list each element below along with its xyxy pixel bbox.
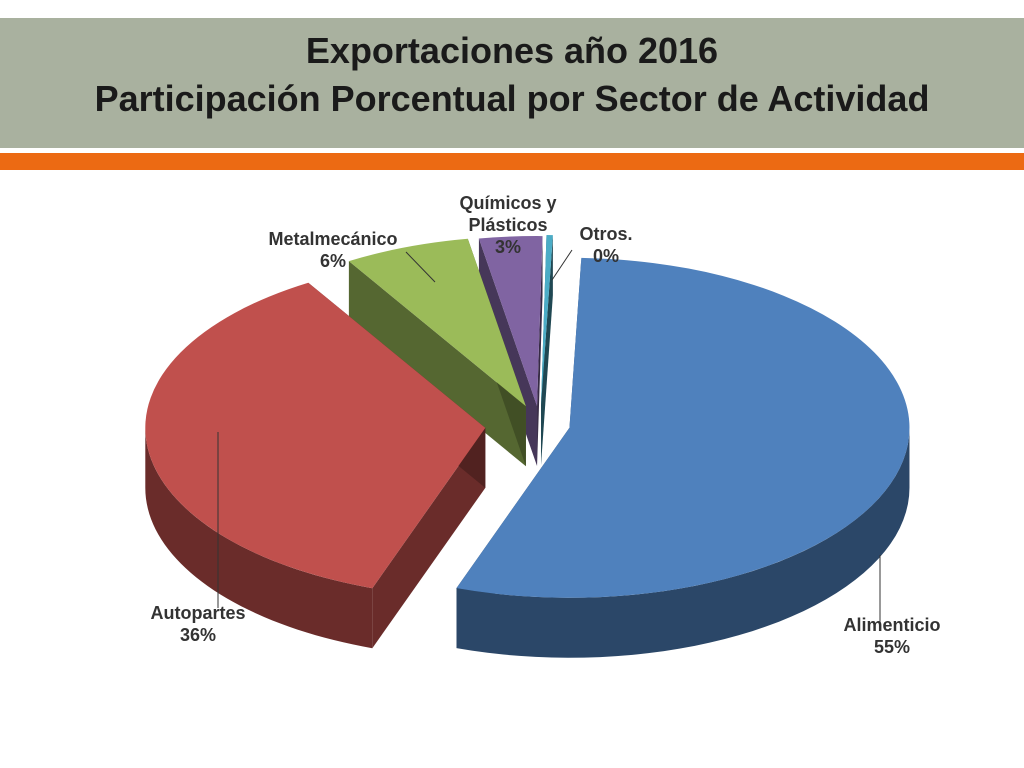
slice-top	[348, 238, 526, 407]
page-title: Exportaciones año 2016	[305, 30, 719, 71]
label-metalmec-nico: Metalmecánico 6%	[268, 229, 397, 271]
slice-top	[145, 282, 486, 589]
slice-otros	[541, 235, 553, 466]
slice-top	[456, 257, 910, 598]
slice-labels: Alimenticio 55% Autopartes 36% Metalmecánico…	[150, 193, 940, 657]
label-autopartes: Autopartes 36%	[150, 603, 245, 645]
label-alimenticio: Alimenticio 55%	[843, 615, 940, 657]
slice-rim	[456, 427, 910, 658]
pie-slices	[145, 235, 910, 658]
slice-alimenticio	[456, 257, 910, 658]
page-subtitle: Participación Porcentual por Sector de A…	[94, 78, 930, 119]
slice-top	[541, 235, 553, 406]
title-bar	[0, 18, 1024, 148]
slice-wall	[372, 427, 486, 649]
label-otros: Otros. 0%	[579, 224, 632, 266]
slice-autopartes	[145, 282, 486, 649]
slice-wall	[541, 235, 553, 466]
slice-wall	[348, 261, 526, 467]
leader-line-otros	[551, 249, 573, 281]
accent-bar	[0, 153, 1024, 170]
label-qu-micos-y-pl-sticos: Químicos y Plásticos 3%	[459, 193, 556, 257]
slice-top	[478, 236, 543, 407]
separator-white	[0, 148, 1024, 153]
slice-rim	[145, 427, 373, 649]
slice-metalmec-nico	[348, 238, 526, 467]
leader-line-metalmec-nico	[405, 251, 436, 283]
leader-lines	[217, 249, 881, 622]
slice-wall	[537, 236, 543, 467]
